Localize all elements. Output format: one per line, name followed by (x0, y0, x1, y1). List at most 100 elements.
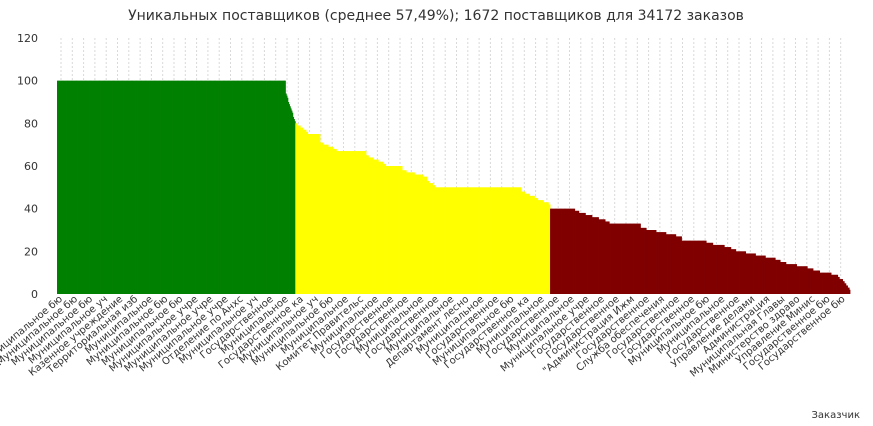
bar (265, 80, 267, 295)
bar (98, 80, 100, 295)
bar (107, 80, 110, 295)
bar (282, 80, 285, 295)
bar (343, 151, 346, 294)
bar (838, 276, 840, 294)
bar (430, 183, 432, 294)
bar (826, 272, 828, 294)
bar (744, 251, 747, 294)
bar (64, 80, 66, 295)
bar (61, 80, 63, 295)
bar (76, 80, 78, 295)
bar (679, 236, 682, 294)
bar (223, 80, 226, 295)
bar (329, 146, 332, 294)
bar (663, 232, 665, 294)
bar (711, 242, 713, 294)
bar (634, 223, 636, 294)
bar (292, 112, 294, 295)
bar (605, 221, 607, 294)
bar (284, 80, 286, 295)
bar (130, 80, 133, 295)
bar (735, 251, 737, 294)
bar (840, 279, 843, 294)
bar (806, 266, 808, 294)
bar (542, 200, 544, 294)
bar (775, 259, 777, 294)
bar (417, 174, 419, 294)
bar (412, 172, 415, 294)
bar (130, 80, 132, 295)
bar (359, 151, 361, 294)
bar (409, 172, 411, 294)
bar (299, 125, 301, 294)
bar (509, 187, 512, 294)
bar (388, 166, 391, 294)
bar (207, 80, 209, 295)
bar (704, 240, 706, 294)
bar (739, 251, 742, 294)
bar (287, 102, 290, 294)
bar (262, 80, 264, 295)
bar (132, 80, 134, 295)
bar (158, 80, 160, 295)
bar (652, 230, 654, 294)
bar (740, 251, 742, 294)
bar (107, 80, 109, 295)
bar (464, 187, 466, 294)
bar (642, 227, 645, 294)
bar (257, 80, 259, 295)
bar (280, 80, 282, 295)
bar (539, 200, 541, 294)
bar (308, 134, 310, 294)
bar (734, 249, 736, 294)
bar (707, 242, 709, 294)
bar (241, 80, 243, 295)
bar (826, 272, 829, 294)
bar (379, 161, 382, 294)
bar (525, 193, 527, 294)
bar (644, 227, 646, 294)
bar (442, 187, 444, 294)
bar (283, 80, 286, 295)
bar (59, 80, 61, 295)
bar (386, 166, 388, 294)
bar (329, 146, 331, 294)
bar (378, 161, 380, 294)
bar (352, 151, 354, 294)
bar (65, 80, 67, 295)
bar (60, 80, 62, 295)
bar (597, 217, 599, 294)
bar (424, 176, 426, 294)
bar (146, 80, 148, 295)
bar (809, 268, 811, 294)
bar (463, 187, 465, 294)
bar (577, 210, 579, 294)
bar (656, 232, 659, 294)
bar (800, 266, 802, 294)
bar (362, 151, 364, 294)
bar (693, 240, 696, 294)
bar (200, 80, 203, 295)
bar (400, 166, 402, 294)
bar (805, 266, 807, 294)
bar (481, 187, 483, 294)
bar (163, 80, 165, 295)
bar (700, 240, 702, 294)
bar (401, 166, 403, 294)
bar (637, 223, 639, 294)
bar (340, 151, 342, 294)
bar (794, 264, 797, 294)
bar (165, 80, 167, 295)
bar (712, 244, 714, 294)
bar (790, 264, 793, 294)
bar (484, 187, 486, 294)
bar (68, 80, 70, 295)
bar (315, 134, 318, 294)
bar (342, 151, 345, 294)
bar (699, 240, 701, 294)
bar (733, 249, 735, 294)
bar (545, 202, 548, 294)
bar (126, 80, 129, 295)
bar (242, 80, 244, 295)
bar (462, 187, 465, 294)
